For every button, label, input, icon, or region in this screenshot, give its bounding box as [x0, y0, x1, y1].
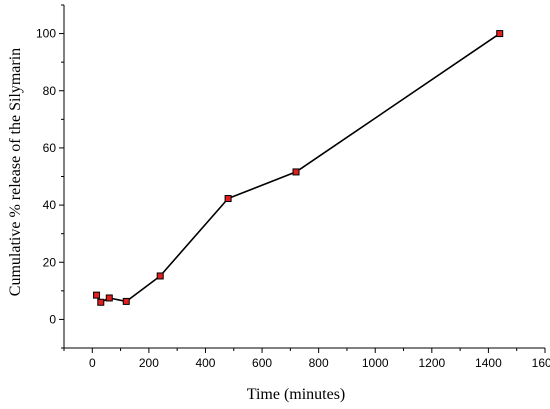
data-point [292, 168, 300, 176]
y-tick-label: 100 [36, 27, 56, 41]
data-point [156, 272, 164, 280]
data-point [97, 298, 105, 306]
y-tick-label: 60 [43, 141, 57, 155]
data-point [122, 297, 130, 305]
x-tick-label: 800 [309, 356, 329, 370]
y-tick-label: 80 [43, 84, 57, 98]
series-line [95, 32, 501, 304]
data-point [224, 195, 232, 203]
x-tick-label: 1400 [475, 356, 502, 370]
x-tick-label: 1000 [362, 356, 389, 370]
x-tick-label: 200 [139, 356, 159, 370]
x-axis-title: Time (minutes) [247, 386, 346, 403]
data-point [496, 30, 504, 38]
data-point [105, 294, 113, 302]
x-tick-label: 400 [195, 356, 215, 370]
data-point [93, 291, 101, 299]
axes [63, 5, 545, 349]
x-tick-label: 600 [252, 356, 272, 370]
y-axis-title: Cumulative % release of the Silymarin [7, 48, 24, 296]
y-ticks: 0 20 40 60 80 100 [36, 4, 64, 349]
x-tick-label: 1200 [418, 356, 445, 370]
y-tick-label: 20 [43, 255, 57, 269]
y-tick-label: 40 [43, 198, 57, 212]
y-tick-label: 0 [49, 312, 56, 326]
x-tick-label: 0 [89, 356, 96, 370]
series-layer [93, 30, 504, 306]
